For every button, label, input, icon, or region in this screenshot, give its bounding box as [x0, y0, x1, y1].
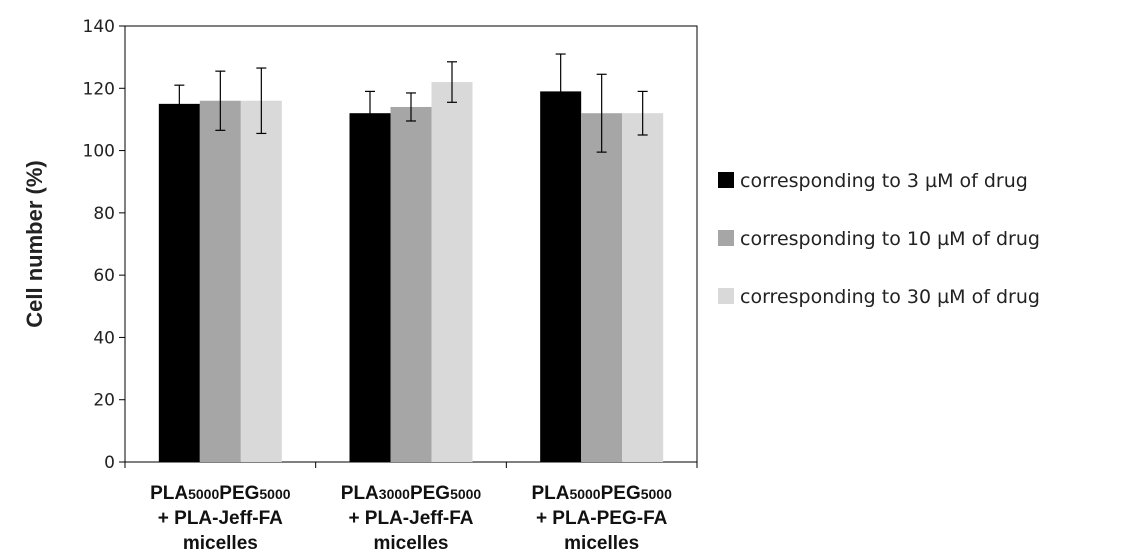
- y-axis-label: Cell number (%): [22, 160, 47, 327]
- y-axis: 0 20 40 60 80 100 120 140: [83, 17, 125, 473]
- y-tick-label: 100: [83, 142, 115, 162]
- legend-label: corresponding to 3 µM of drug: [740, 170, 1028, 192]
- label-segment: PLA: [150, 483, 188, 504]
- legend-swatch: [718, 172, 734, 188]
- error-bars-group: [174, 53, 648, 153]
- bar: [199, 100, 241, 462]
- x-category-label: micelles: [564, 533, 639, 554]
- label-subscript: 5000: [450, 486, 481, 502]
- x-category-label: PLA3000PEG5000: [341, 483, 482, 504]
- x-category-label: PLA5000PEG5000: [531, 483, 672, 504]
- label-segment: PEG: [219, 483, 259, 504]
- label-segment: micelles: [183, 533, 258, 554]
- label-segment: PEG: [601, 483, 641, 504]
- bar: [431, 82, 473, 463]
- legend-label: corresponding to 10 µM of drug: [740, 228, 1040, 250]
- label-subscript: 3000: [379, 486, 410, 502]
- y-tick-label: 0: [104, 453, 115, 473]
- x-category-label: micelles: [183, 533, 258, 554]
- label-subscript: 5000: [641, 486, 672, 502]
- x-category-label: micelles: [374, 533, 449, 554]
- label-subscript: 5000: [188, 486, 219, 502]
- label-subscript: 5000: [259, 486, 290, 502]
- label-segment: + PLA-PEG-FA: [536, 508, 668, 529]
- x-category-label: + PLA-PEG-FA: [536, 508, 668, 529]
- y-tick-label: 140: [83, 17, 115, 37]
- legend-swatch: [718, 230, 734, 246]
- bar: [622, 113, 664, 462]
- bar: [540, 91, 582, 463]
- y-tick-label: 120: [83, 79, 115, 99]
- label-segment: PLA: [341, 483, 379, 504]
- bars-group: [158, 82, 664, 463]
- y-tick-label: 80: [93, 204, 115, 224]
- bar: [240, 100, 282, 462]
- label-segment: PEG: [410, 483, 450, 504]
- label-segment: + PLA-Jeff-FA: [348, 508, 473, 529]
- category-labels: PLA5000PEG5000+ PLA-Jeff-FAmicellesPLA30…: [150, 483, 672, 554]
- x-category-label: + PLA-Jeff-FA: [158, 508, 283, 529]
- label-subscript: 5000: [569, 486, 600, 502]
- x-category-label: PLA5000PEG5000: [150, 483, 291, 504]
- bar: [158, 103, 200, 462]
- label-segment: micelles: [374, 533, 449, 554]
- bar: [349, 113, 391, 462]
- bar: [581, 113, 623, 462]
- label-segment: micelles: [564, 533, 639, 554]
- y-tick-label: 20: [93, 391, 115, 411]
- label-segment: PLA: [531, 483, 569, 504]
- y-tick-label: 40: [93, 328, 115, 348]
- y-tick-label: 60: [93, 266, 115, 286]
- x-axis: [124, 462, 698, 468]
- label-segment: + PLA-Jeff-FA: [158, 508, 283, 529]
- x-category-label: + PLA-Jeff-FA: [348, 508, 473, 529]
- bar: [390, 106, 432, 462]
- legend: corresponding to 3 µM of drug correspondi…: [718, 170, 1040, 308]
- legend-swatch: [718, 288, 734, 304]
- legend-label: corresponding to 30 µM of drug: [740, 286, 1040, 308]
